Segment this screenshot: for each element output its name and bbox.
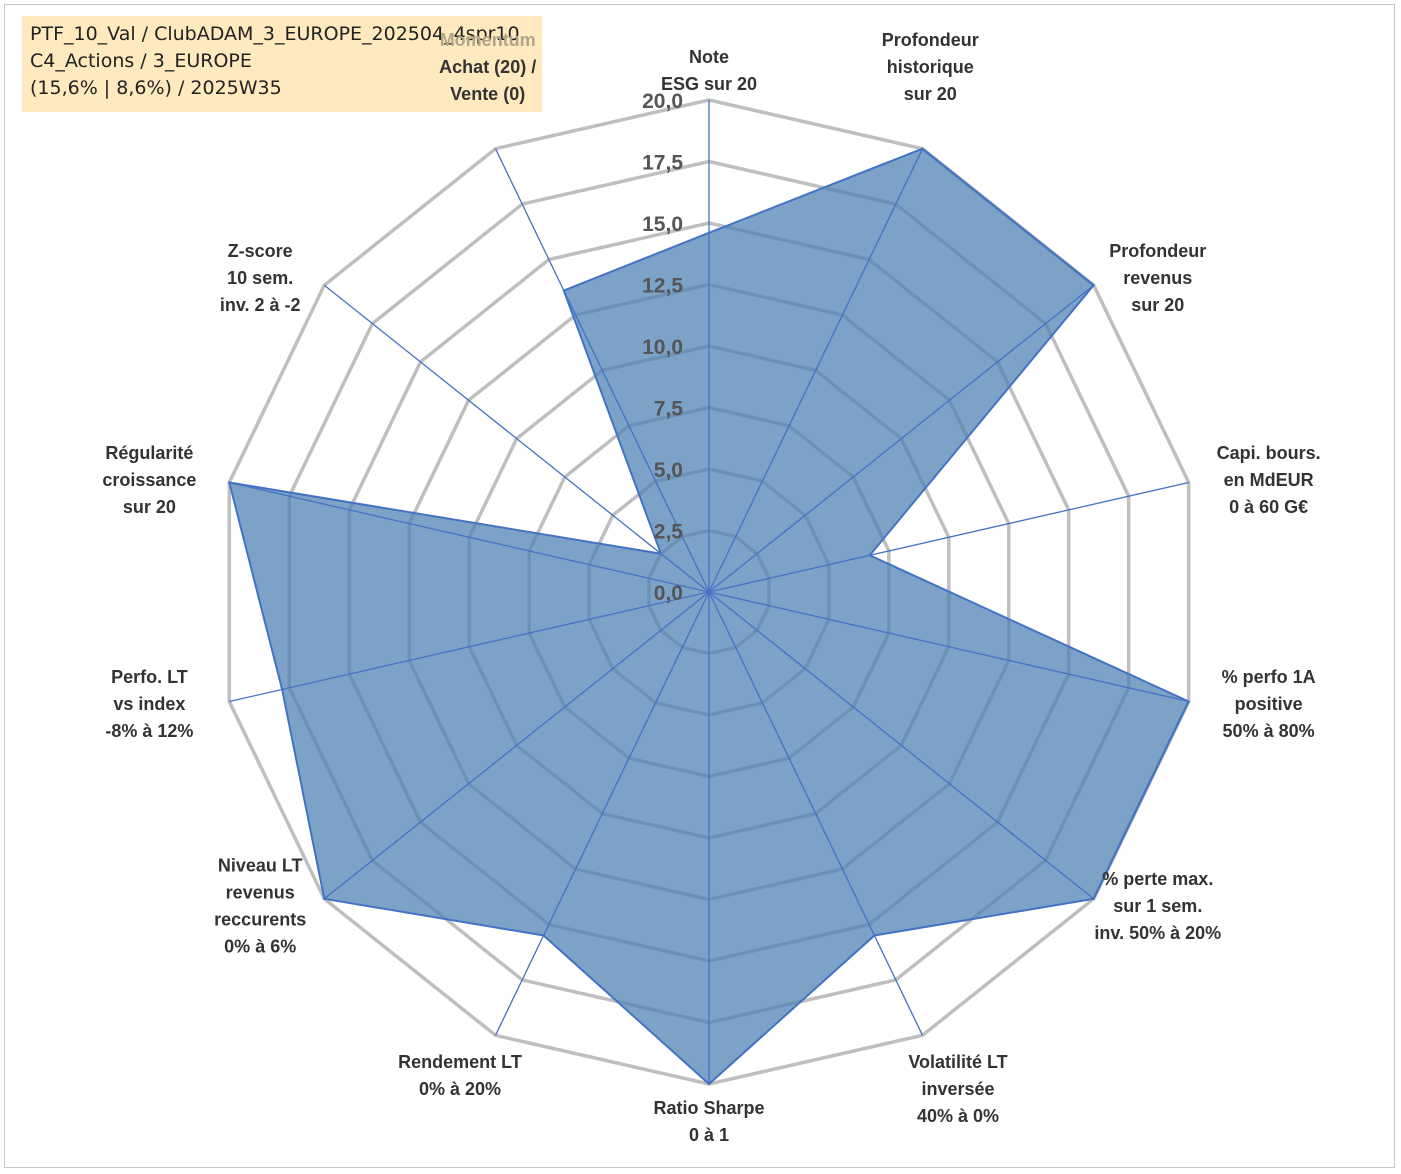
- radar-tick-labels: 0,0 2,5 5,0 7,5 10,0 12,5 15,0 17,5 20,0: [642, 90, 683, 605]
- axis-label-line: inv. 2 à -2: [220, 295, 301, 315]
- axis-label-line: reccurents: [214, 910, 306, 930]
- axis-label-line: 40% à 0%: [917, 1106, 999, 1126]
- tick-label: 0,0: [654, 582, 683, 605]
- axis-label-line: -8% à 12%: [105, 721, 193, 741]
- info-line-stats: (15,6% | 8,6%) / 2025W35: [30, 77, 282, 99]
- tick-label: 15,0: [642, 213, 683, 236]
- axis-label-line: 0 à 1: [689, 1125, 729, 1145]
- axis-label-line: Niveau LT: [218, 856, 303, 876]
- axis-label-line: Régularité: [105, 443, 193, 463]
- axis-line: [323, 284, 710, 593]
- radar-axis-labels: Note ESG sur 20 Profondeur historique sur 20…: [102, 30, 1320, 1145]
- axis-line: [708, 284, 1095, 593]
- tick-label: 17,5: [642, 152, 683, 175]
- axis-label-line: Profondeur: [882, 30, 979, 50]
- axis-label: % perte max. sur 1 sem. inv. 50% à 20%: [1094, 869, 1221, 943]
- axis-label-line: sur 1 sem.: [1113, 896, 1202, 916]
- radar-axes: [229, 100, 1189, 1084]
- axis-label-line: Rendement LT: [398, 1052, 522, 1072]
- axis-label-line: Volatilité LT: [908, 1052, 1007, 1072]
- axis-label: Ratio Sharpe 0 à 1: [653, 1098, 764, 1145]
- axis-label: Volatilité LT inversée 40% à 0%: [908, 1052, 1007, 1126]
- axis-line: [708, 591, 1189, 703]
- tick-label: 12,5: [642, 275, 683, 298]
- axis-label-line: positive: [1235, 694, 1303, 714]
- axis-label-line: % perte max.: [1102, 869, 1213, 889]
- tick-label: 5,0: [654, 459, 683, 482]
- axis-label: Note ESG sur 20: [661, 47, 757, 94]
- axis-label-line: revenus: [1123, 268, 1192, 288]
- axis-label-line: revenus: [226, 883, 295, 903]
- axis-label-line: inv. 50% à 20%: [1094, 923, 1221, 943]
- tick-label: 10,0: [642, 336, 683, 359]
- axis-label: Profondeur revenus sur 20: [1109, 241, 1206, 315]
- axis-label-line: Z-score: [228, 241, 293, 261]
- axis-label-line: Perfo. LT: [111, 667, 188, 687]
- axis-label-line: Profondeur: [1109, 241, 1206, 261]
- axis-label-line: Ratio Sharpe: [653, 1098, 764, 1118]
- axis-label-line: en MdEUR: [1224, 470, 1314, 490]
- axis-label-line: 50% à 80%: [1223, 721, 1315, 741]
- axis-label-line: Achat (20) /: [439, 57, 536, 77]
- tick-label: 2,5: [654, 521, 684, 544]
- axis-label-line: 0% à 6%: [224, 937, 296, 957]
- chart-frame: [4, 4, 1395, 1168]
- axis-label-line: % perfo 1A: [1222, 667, 1316, 687]
- axis-label-line: sur 20: [904, 84, 957, 104]
- info-line-portfolio: PTF_10_Val / ClubADAM_3_EUROPE_202504_4s…: [30, 23, 520, 45]
- axis-label: Perfo. LT vs index -8% à 12%: [105, 667, 193, 741]
- axis-label-line: Momentum: [440, 30, 536, 50]
- axis-label-line: sur 20: [1131, 295, 1184, 315]
- axis-line: [323, 591, 710, 900]
- axis-label-line: inversée: [921, 1079, 994, 1099]
- axis-line: [229, 481, 710, 593]
- axis-label: Z-score 10 sem. inv. 2 à -2: [220, 241, 301, 315]
- info-line-category: C4_Actions / 3_EUROPE: [30, 50, 252, 72]
- axis-label-line: sur 20: [123, 497, 176, 517]
- axis-label: Profondeur historique sur 20: [882, 30, 979, 104]
- axis-label-line: Capi. bours.: [1217, 443, 1321, 463]
- axis-line: [494, 148, 710, 593]
- axis-label: Rendement LT 0% à 20%: [398, 1052, 522, 1099]
- axis-label: Régularité croissance sur 20: [102, 443, 196, 517]
- axis-label-line: 10 sem.: [227, 268, 293, 288]
- axis-label-line: croissance: [102, 470, 196, 490]
- tick-label: 20,0: [642, 90, 683, 113]
- axis-line: [708, 591, 924, 1036]
- tick-label: 7,5: [654, 398, 684, 421]
- axis-line: [494, 591, 710, 1036]
- axis-label-line: Note: [689, 47, 729, 67]
- portfolio-info-box: PTF_10_Val / ClubADAM_3_EUROPE_202504_4s…: [22, 16, 542, 112]
- axis-line: [708, 481, 1189, 593]
- axis-label: Niveau LT revenus reccurents 0% à 6%: [214, 856, 306, 957]
- axis-label: Momentum Achat (20) / Vente (0): [439, 30, 536, 104]
- axis-label: % perfo 1A positive 50% à 80%: [1222, 667, 1316, 741]
- axis-line: [708, 591, 1095, 900]
- axis-label-line: 0% à 20%: [419, 1079, 501, 1099]
- axis-label-line: historique: [887, 57, 974, 77]
- axis-line: [229, 591, 710, 703]
- axis-label-line: vs index: [113, 694, 185, 714]
- axis-label-line: 0 à 60 G€: [1229, 497, 1308, 517]
- axis-label-line: Vente (0): [450, 84, 525, 104]
- axis-label-line: ESG sur 20: [661, 74, 757, 94]
- axis-line: [708, 148, 924, 593]
- axis-label: Capi. bours. en MdEUR 0 à 60 G€: [1217, 443, 1321, 517]
